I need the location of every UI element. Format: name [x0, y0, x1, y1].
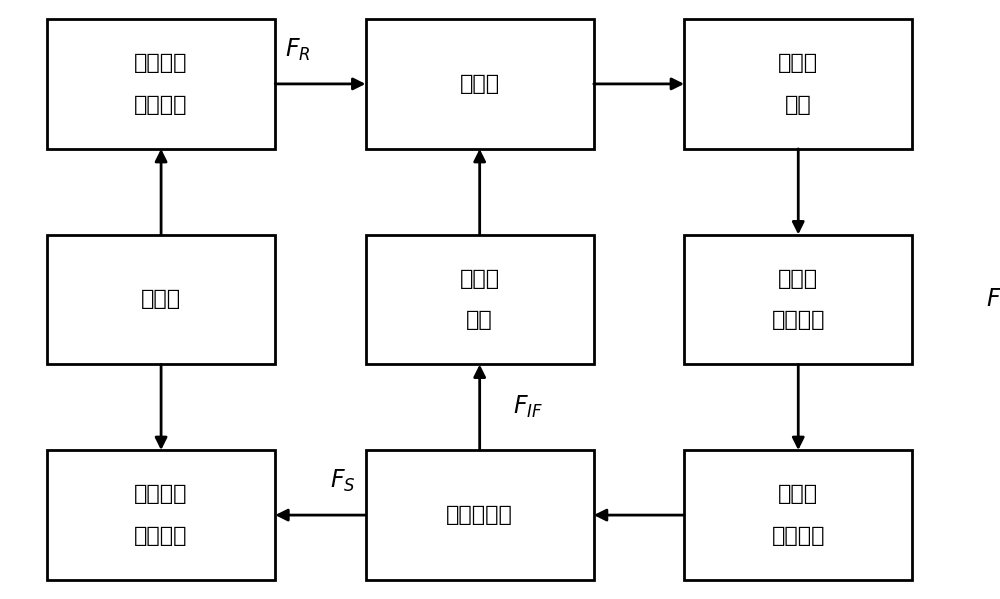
Text: 取样混频器: 取样混频器 [446, 505, 513, 525]
Text: 宽带取样: 宽带取样 [134, 526, 188, 546]
Text: 中频: 中频 [466, 310, 493, 330]
Bar [366, 235, 594, 364]
Text: 环路: 环路 [785, 95, 812, 114]
Text: 振荚电路: 振荚电路 [134, 53, 188, 73]
Bar [684, 235, 912, 364]
Text: $F_{IF}$: $F_{IF}$ [513, 394, 543, 420]
Bar [366, 450, 594, 580]
Bar [684, 19, 912, 149]
Text: 本振电路: 本振电路 [134, 485, 188, 504]
Text: $F_{R}$: $F_{R}$ [285, 37, 311, 63]
Text: 积分器: 积分器 [778, 53, 818, 73]
Text: 宽带微波: 宽带微波 [772, 526, 825, 546]
Bar [47, 19, 275, 149]
Text: 鉴相器: 鉴相器 [460, 74, 500, 94]
Text: $F$: $F$ [986, 288, 1000, 311]
Text: 振荚器: 振荚器 [778, 269, 818, 289]
Bar [366, 19, 594, 149]
Text: 滤波器: 滤波器 [460, 269, 500, 289]
Text: 放大器: 放大器 [778, 485, 818, 504]
Text: 宽带微波: 宽带微波 [772, 310, 825, 330]
Text: 参考源: 参考源 [141, 289, 181, 310]
Text: $F_{S}$: $F_{S}$ [330, 468, 356, 494]
Bar [47, 450, 275, 580]
Text: 小数分频: 小数分频 [134, 95, 188, 114]
Bar [47, 235, 275, 364]
Bar [684, 450, 912, 580]
